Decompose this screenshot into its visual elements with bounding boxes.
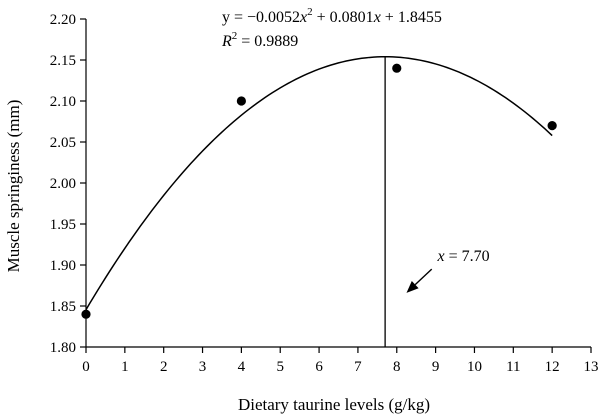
optimum-annotation: x = 7.70 xyxy=(406,248,490,293)
x-tick-label: 9 xyxy=(432,359,440,375)
x-tick-label: 2 xyxy=(160,359,168,375)
annotation-arrow-line xyxy=(414,268,433,286)
x-tick-label: 6 xyxy=(315,359,323,375)
x-tick-label: 5 xyxy=(276,359,284,375)
data-points xyxy=(81,63,557,319)
data-point xyxy=(81,309,91,319)
y-tick-label: 2.20 xyxy=(50,12,76,28)
data-point xyxy=(392,63,402,73)
x-tick-label: 8 xyxy=(393,359,401,375)
y-axis-title: Muscle springiness (mm) xyxy=(4,100,23,273)
y-tick-label: 1.85 xyxy=(50,299,76,315)
annotation-arrow-head xyxy=(406,281,419,293)
fit-equation-formula: y = −0.0052x2 + 0.0801x + 1.8455 xyxy=(222,6,442,26)
x-tick-label: 10 xyxy=(467,359,482,375)
x-tick-label: 3 xyxy=(199,359,207,375)
fit-curve xyxy=(85,55,553,311)
y-tick-label: 2.00 xyxy=(50,176,76,192)
y-tick-label: 1.90 xyxy=(50,258,76,274)
y-tick-label: 1.95 xyxy=(50,217,76,233)
x-tick-label: 0 xyxy=(82,359,90,375)
x-tick-label: 12 xyxy=(545,359,560,375)
x-tick-label: 1 xyxy=(121,359,129,375)
y-tick-label: 2.10 xyxy=(50,94,76,110)
x-tick-label: 11 xyxy=(506,359,520,375)
data-point xyxy=(547,121,557,131)
data-point xyxy=(236,96,246,106)
y-tick-label: 1.80 xyxy=(50,340,76,356)
y-tick-label: 2.05 xyxy=(50,135,76,151)
x-tick-label: 13 xyxy=(584,359,599,375)
x-tick-label: 7 xyxy=(354,359,362,375)
x-axis-ticks: 0 1 2 3 4 5 6 7 8 9 10 11 12 13 xyxy=(82,347,599,375)
optimum-annotation-label: x = 7.70 xyxy=(437,248,490,265)
y-tick-label: 2.15 xyxy=(50,53,76,69)
x-tick-label: 4 xyxy=(238,359,246,375)
fit-equation: y = −0.0052x2 + 0.0801x + 1.8455 R2 = 0.… xyxy=(221,6,442,50)
fit-r-squared: R2 = 0.9889 xyxy=(221,30,298,50)
y-axis-ticks: 1.80 1.85 1.90 1.95 2.00 2.05 2.10 2.15 2.20 xyxy=(50,12,86,356)
x-axis-title: Dietary taurine levels (g/kg) xyxy=(238,395,430,414)
